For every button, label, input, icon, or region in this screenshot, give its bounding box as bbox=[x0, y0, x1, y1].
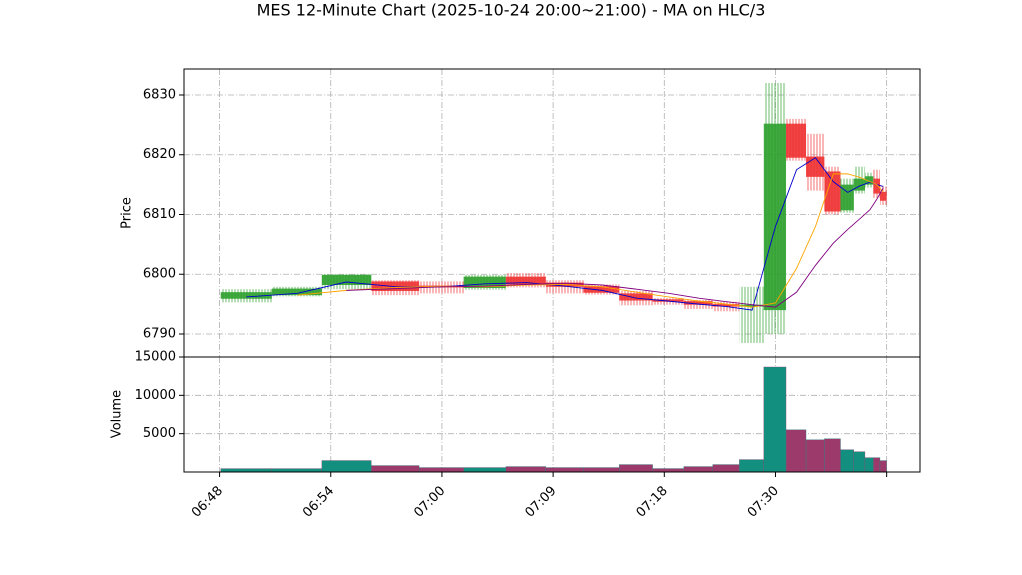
y-tick-label: 15000 bbox=[135, 350, 176, 365]
candle-body bbox=[763, 123, 787, 311]
candle-body bbox=[786, 123, 807, 158]
candle-body bbox=[463, 276, 506, 288]
candle-body bbox=[220, 292, 272, 299]
volume-bar bbox=[864, 457, 874, 473]
volume-bar bbox=[321, 460, 372, 473]
candle-body bbox=[505, 276, 546, 285]
volume-bar bbox=[879, 460, 887, 473]
volume-bar bbox=[763, 366, 787, 473]
y-tick-label: 5000 bbox=[143, 426, 176, 441]
volume-bar bbox=[505, 466, 547, 473]
candle-body bbox=[806, 156, 825, 177]
ma-line bbox=[346, 187, 884, 308]
y-tick-label: 10000 bbox=[135, 388, 176, 403]
candle-body bbox=[652, 299, 684, 302]
candle-wick bbox=[739, 286, 764, 343]
volume-bar bbox=[739, 459, 764, 473]
volume-bar bbox=[371, 465, 420, 473]
candle-body bbox=[739, 304, 764, 307]
candle-body bbox=[371, 281, 420, 291]
y-tick-label: 6820 bbox=[143, 147, 176, 162]
volume-bar bbox=[652, 468, 684, 473]
volume-bar bbox=[805, 439, 825, 473]
y-tick-label: 6810 bbox=[143, 207, 176, 222]
volume-bar bbox=[683, 466, 713, 473]
volume-bar bbox=[545, 467, 584, 473]
volume-bar bbox=[712, 464, 740, 473]
volume-bar bbox=[873, 457, 881, 473]
volume-bar bbox=[853, 451, 866, 473]
candle-body bbox=[864, 176, 874, 185]
candle-body bbox=[271, 288, 322, 296]
volume-bar bbox=[418, 467, 464, 473]
y-tick-label: 6800 bbox=[143, 267, 176, 282]
candle-body bbox=[619, 293, 653, 301]
plot-frame bbox=[183, 356, 921, 473]
candle-body bbox=[853, 178, 865, 191]
candle-body bbox=[583, 286, 620, 293]
candle-body bbox=[824, 171, 841, 212]
y-axis-label: Volume bbox=[110, 390, 125, 438]
y-tick-label: 6790 bbox=[143, 326, 176, 341]
volume-bar bbox=[463, 467, 507, 473]
candle-body bbox=[683, 301, 713, 305]
candle-body bbox=[712, 304, 740, 307]
volume-bar bbox=[824, 438, 841, 473]
candle-body bbox=[879, 191, 887, 201]
y-axis-label: Price bbox=[120, 197, 135, 229]
y-tick-label: 6830 bbox=[143, 87, 176, 102]
volume-bar bbox=[619, 464, 653, 473]
candle-body bbox=[873, 178, 880, 194]
volume-bar bbox=[271, 468, 323, 473]
candle-body bbox=[321, 274, 372, 285]
volume-bar bbox=[840, 449, 854, 473]
chart-title: MES 12-Minute Chart (2025-10-24 20:00~21… bbox=[257, 1, 766, 20]
volume-bar bbox=[785, 429, 807, 473]
volume-bar bbox=[220, 468, 272, 473]
volume-bar bbox=[583, 467, 620, 473]
